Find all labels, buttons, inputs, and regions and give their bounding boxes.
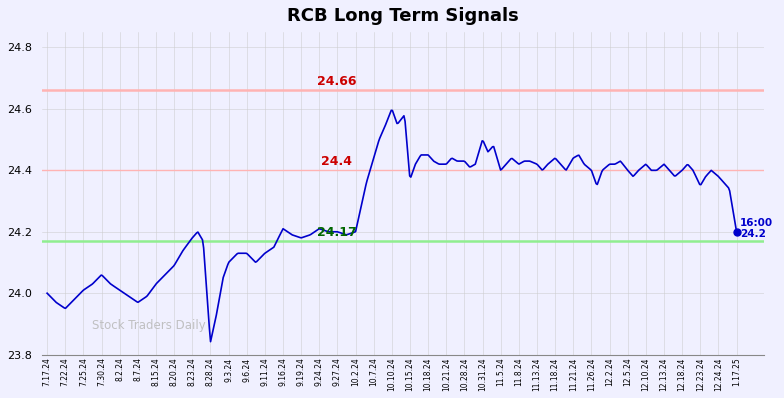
Text: 16:00
24.2: 16:00 24.2 <box>740 218 773 240</box>
Title: RCB Long Term Signals: RCB Long Term Signals <box>287 7 518 25</box>
Text: 24.17: 24.17 <box>317 226 357 238</box>
Text: 24.4: 24.4 <box>321 155 352 168</box>
Text: Stock Traders Daily: Stock Traders Daily <box>93 319 206 332</box>
Text: 24.66: 24.66 <box>317 75 357 88</box>
